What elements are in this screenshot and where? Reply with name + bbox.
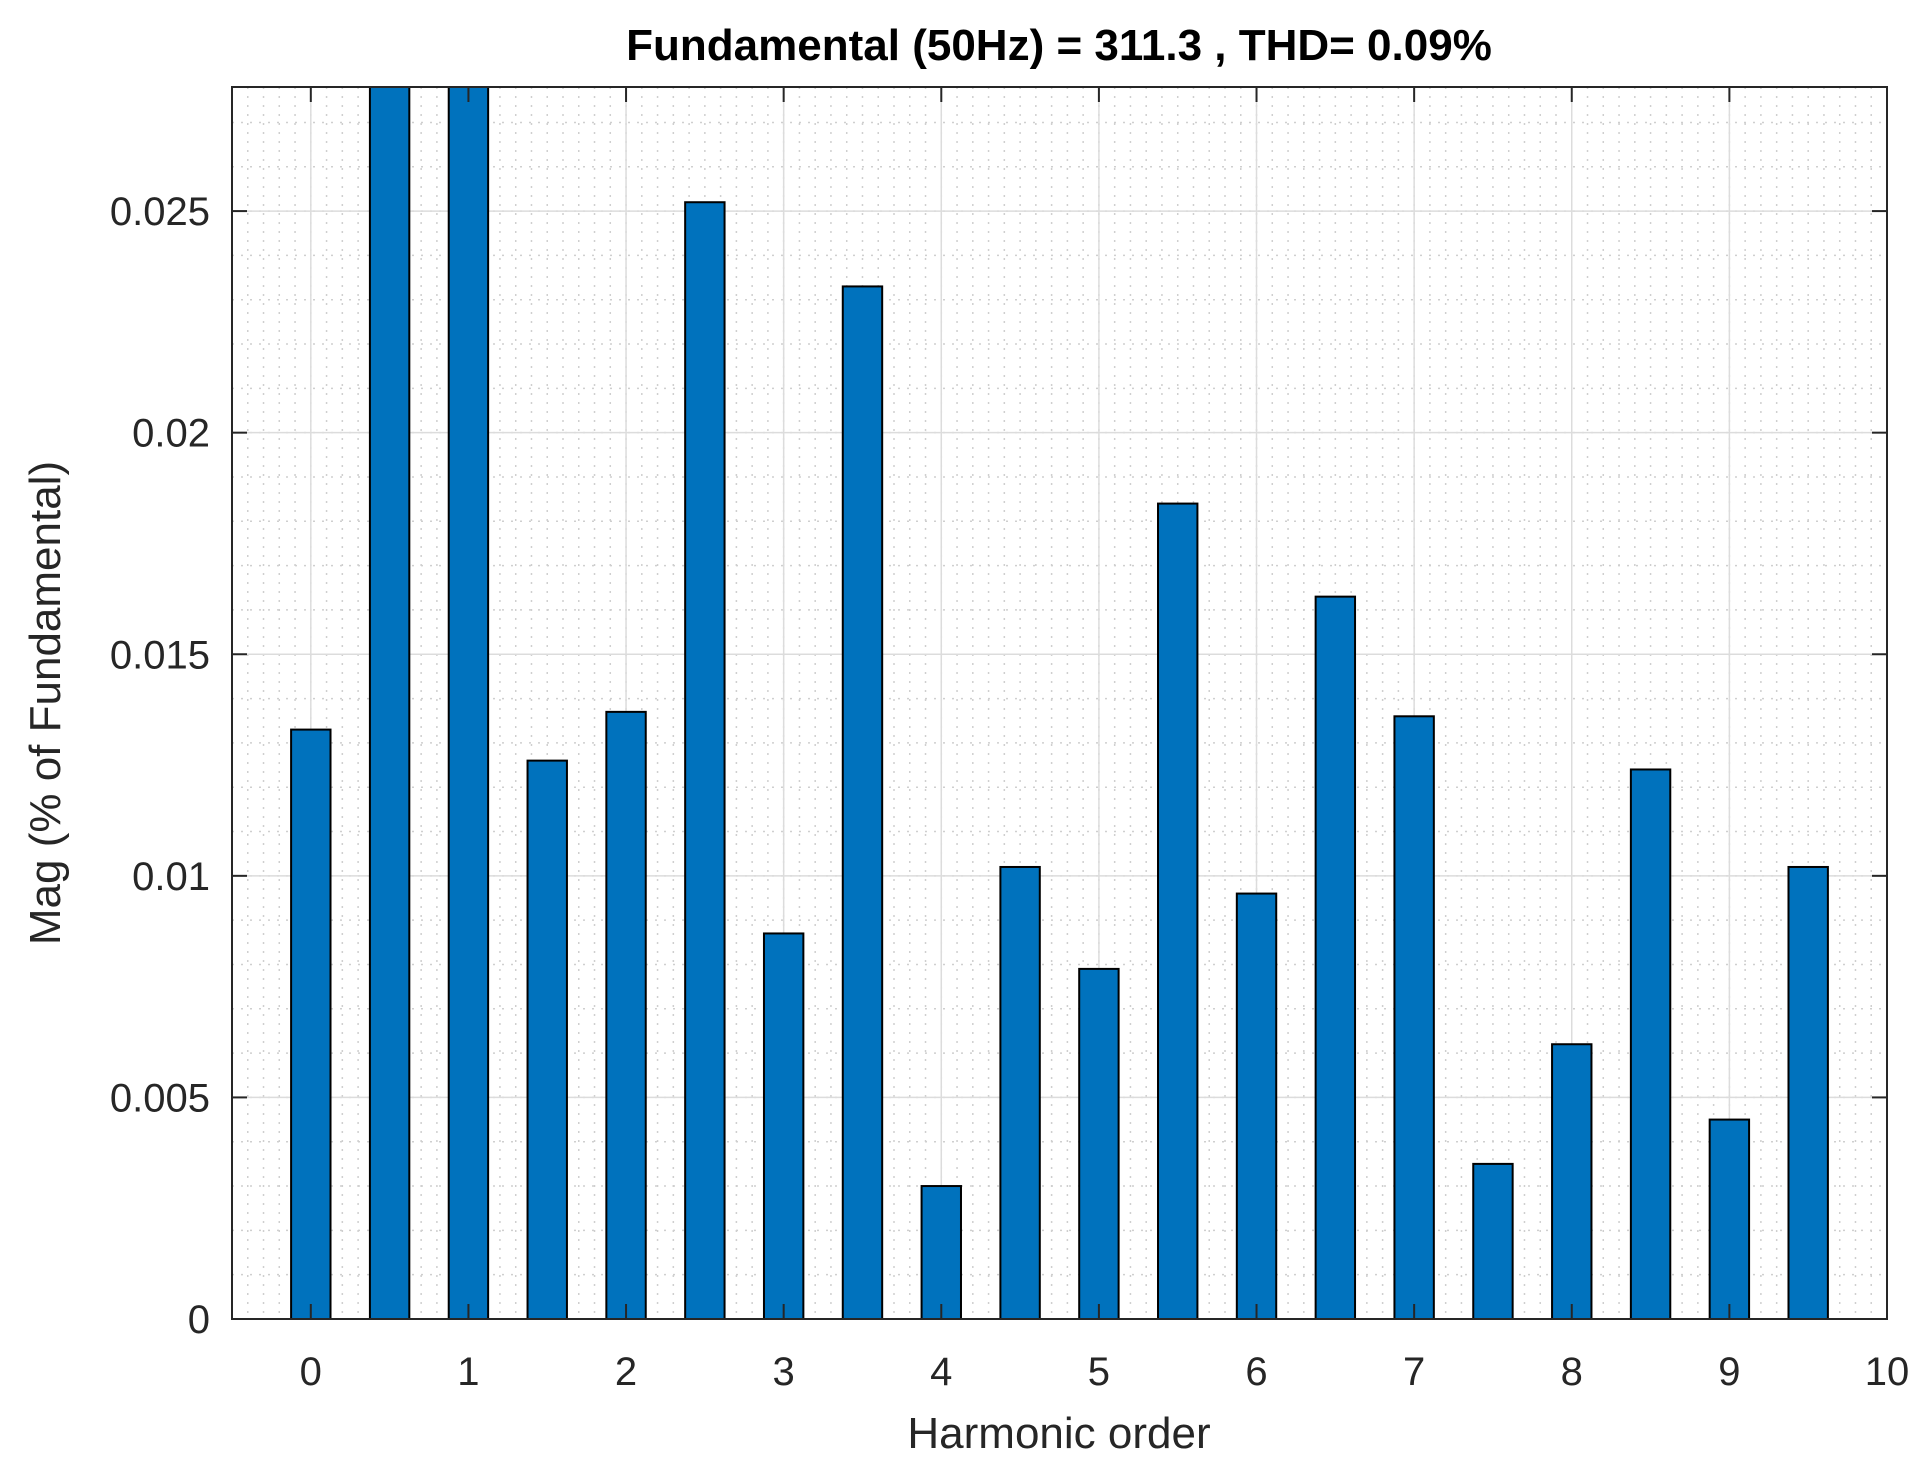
bar	[1078, 967, 1120, 1320]
bar	[1393, 715, 1435, 1320]
bar	[1708, 1118, 1751, 1321]
y-tick-labels: 0 0.005 0.01 0.015 0.02 0.025	[110, 190, 210, 1342]
bar	[290, 728, 332, 1320]
axis-ticks	[232, 87, 1888, 1320]
x-tick-label: 6	[1245, 1350, 1267, 1394]
bar-series	[290, 86, 1829, 1321]
bar	[1157, 502, 1199, 1320]
x-tick-label: 7	[1403, 1350, 1425, 1394]
x-tick-label: 4	[930, 1350, 952, 1394]
bar	[1235, 892, 1278, 1320]
bar	[1629, 768, 1672, 1320]
x-tick-labels: 0 1 2 3 4 5 6 7 8 9 10	[300, 1350, 1910, 1394]
y-tick-label: 0.025	[110, 190, 210, 234]
x-axis-title: Harmonic order	[907, 1409, 1210, 1458]
x-tick-label: 9	[1718, 1350, 1740, 1394]
x-tick-label: 8	[1561, 1350, 1583, 1394]
x-tick-label: 5	[1088, 1350, 1110, 1394]
x-tick-label: 2	[615, 1350, 637, 1394]
x-tick-label: 0	[300, 1350, 322, 1394]
bar	[1314, 595, 1357, 1320]
bar	[605, 710, 647, 1320]
bar	[526, 759, 568, 1320]
bar	[1551, 1043, 1593, 1321]
major-grid	[232, 87, 1888, 1320]
y-axis-title: Mag (% of Fundamental)	[21, 461, 70, 945]
y-tick-label: 0.01	[132, 855, 210, 899]
y-tick-label: 0.02	[132, 412, 210, 456]
y-tick-label: 0.005	[110, 1076, 210, 1120]
plot-frame	[231, 86, 1888, 1320]
chart-title: Fundamental (50Hz) = 311.3 , THD= 0.09%	[626, 21, 1492, 70]
x-tick-label: 10	[1865, 1350, 1910, 1394]
x-tick-label: 1	[457, 1350, 479, 1394]
plot-area	[232, 87, 1887, 1319]
bar	[920, 1185, 962, 1321]
bar	[1787, 865, 1829, 1321]
bar	[447, 86, 490, 1320]
bar	[1472, 1162, 1514, 1320]
x-tick-label: 3	[773, 1350, 795, 1394]
bar	[762, 932, 805, 1320]
bar	[999, 865, 1041, 1321]
bar	[684, 201, 726, 1320]
y-tick-label: 0	[188, 1298, 210, 1342]
bar	[368, 86, 411, 1320]
y-tick-label: 0.015	[110, 633, 210, 677]
bar	[841, 285, 884, 1321]
